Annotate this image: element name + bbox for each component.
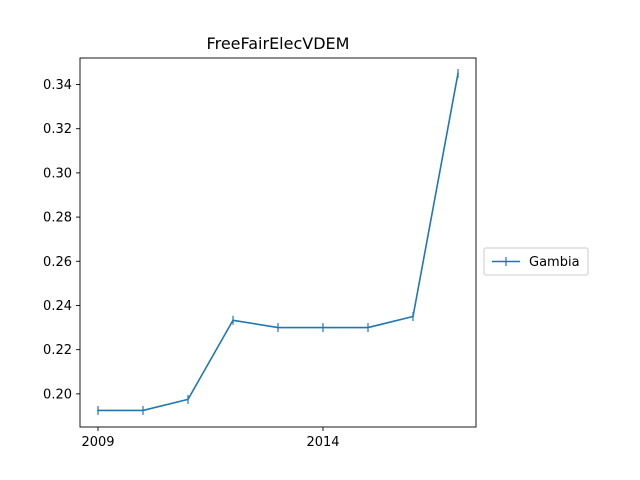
- axes-frame: [79, 57, 477, 428]
- y-tick-label: 0.32: [43, 122, 72, 137]
- y-tick-label: 0.24: [43, 299, 72, 314]
- x-tick-label: 2009: [81, 435, 114, 450]
- y-tick-label: 0.22: [43, 343, 72, 358]
- chart-title: FreeFairElecVDEM: [207, 34, 350, 53]
- legend-label: Gambia: [529, 255, 580, 270]
- y-tick-label: 0.28: [43, 211, 72, 226]
- plot-area: [97, 68, 459, 415]
- x-tick-label: 2014: [306, 435, 339, 450]
- y-tick-label: 0.34: [43, 78, 72, 93]
- y-tick-label: 0.20: [43, 387, 72, 402]
- y-tick-label: 0.30: [43, 166, 72, 181]
- axes: 0.20 0.22 0.24 0.26 0.28 0.30 0.32 0.34 2009 2014: [43, 57, 477, 450]
- legend: Gambia: [483, 247, 589, 276]
- legend-box: [483, 247, 589, 276]
- y-tick-label: 0.26: [43, 255, 72, 270]
